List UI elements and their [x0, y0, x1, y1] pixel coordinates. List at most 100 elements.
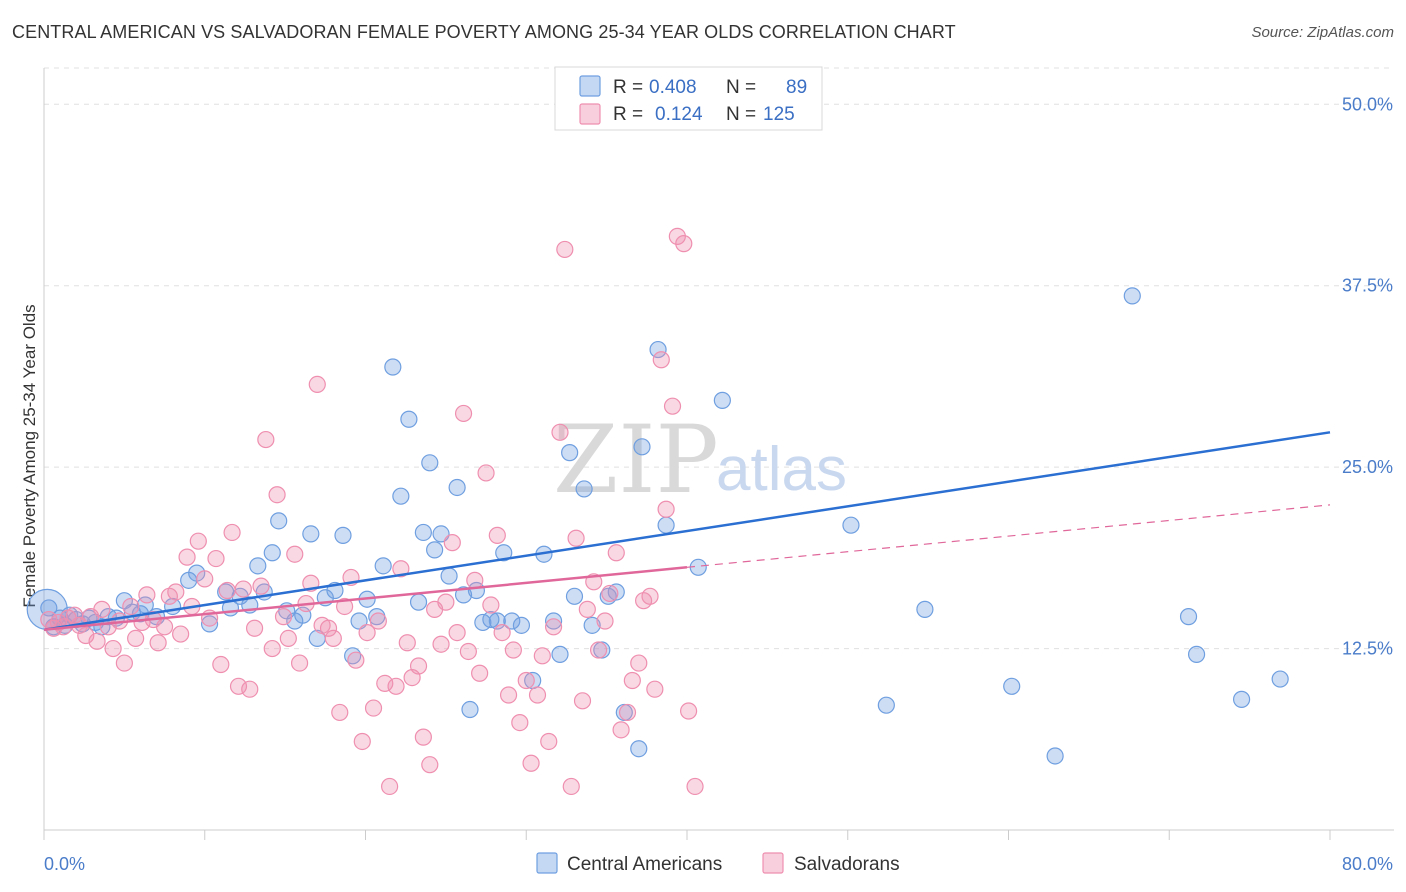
data-point: [567, 529, 585, 547]
bottom-legend-label-central: Central Americans: [567, 854, 722, 875]
data-point: [257, 430, 275, 449]
salvadorans-points: [40, 227, 704, 796]
data-point: [612, 721, 630, 739]
legend-r-label-central: R =: [613, 77, 643, 98]
data-point: [459, 642, 477, 661]
data-point: [583, 616, 601, 634]
data-point: [1046, 747, 1064, 765]
data-point: [504, 641, 522, 659]
data-point: [573, 692, 592, 710]
data-point: [544, 612, 563, 630]
data-point: [364, 699, 383, 717]
data-point: [432, 525, 450, 543]
data-point: [334, 526, 352, 544]
data-point: [663, 397, 682, 415]
data-point: [641, 587, 659, 605]
correlation-legend: R = 0.408 N = 89 R = 0.124 N = 125: [554, 66, 823, 131]
data-point: [245, 619, 264, 637]
data-point: [252, 577, 270, 595]
data-point: [461, 700, 479, 719]
data-point: [646, 680, 664, 698]
data-point: [466, 571, 484, 589]
data-point: [249, 557, 267, 575]
data-point: [155, 618, 174, 636]
watermark-zip: ZIP: [553, 406, 719, 515]
data-point: [1179, 608, 1198, 626]
data-point: [274, 608, 293, 626]
legend-n-label-central: N =: [726, 77, 756, 98]
data-point: [495, 544, 513, 562]
data-point: [178, 548, 196, 566]
data-point: [599, 587, 617, 605]
data-point: [482, 596, 500, 614]
data-point: [503, 612, 521, 630]
data-point: [649, 340, 667, 359]
data-point: [358, 624, 376, 642]
legend-r-value-central: 0.408: [649, 77, 697, 98]
data-point: [387, 677, 405, 695]
legend-swatch-central: [579, 75, 601, 97]
data-point: [414, 523, 432, 542]
data-point: [414, 728, 432, 746]
data-point: [499, 686, 518, 704]
data-point: [551, 645, 569, 663]
data-point: [630, 654, 648, 672]
data-point: [448, 624, 466, 642]
legend-swatch-salvadoran: [579, 103, 601, 125]
data-point: [1232, 690, 1251, 708]
data-point: [432, 635, 450, 653]
data-point: [398, 634, 416, 652]
data-point: [1123, 287, 1141, 305]
data-point: [686, 777, 704, 796]
data-point: [93, 600, 111, 618]
data-point: [488, 526, 506, 544]
data-point: [200, 615, 219, 633]
data-point: [493, 624, 511, 642]
y-axis-title: Female Poverty Among 25-34 Year Olds: [20, 304, 39, 607]
data-point: [448, 478, 466, 497]
trend-line-salvadoran: [43, 566, 688, 631]
data-point: [440, 567, 458, 585]
data-point: [189, 532, 207, 550]
data-point: [575, 480, 593, 498]
data-point: [353, 732, 371, 751]
y-tick-label: 37.5%: [1342, 276, 1393, 296]
data-point: [127, 629, 145, 648]
data-point: [302, 525, 320, 543]
data-point: [308, 375, 326, 394]
data-point: [657, 516, 675, 534]
x-tick-label-min: 0.0%: [44, 854, 85, 874]
data-point: [279, 629, 297, 648]
data-point: [347, 651, 365, 669]
data-point: [618, 703, 637, 722]
data-point: [1003, 677, 1021, 695]
data-point: [601, 584, 619, 603]
data-point: [115, 592, 133, 610]
data-point: [384, 358, 402, 376]
y-tick-label: 50.0%: [1342, 94, 1393, 114]
legend-n-value-central: 89: [786, 77, 807, 98]
data-point: [229, 677, 248, 695]
x-ticks: [43, 830, 1331, 840]
data-point: [409, 593, 428, 611]
data-point: [223, 523, 241, 542]
data-point: [218, 581, 236, 600]
data-point: [88, 632, 106, 650]
data-point: [421, 756, 439, 774]
data-point: [477, 464, 495, 482]
data-point: [234, 580, 252, 598]
chart-title: CENTRAL AMERICAN VS SALVADORAN FEMALE PO…: [12, 22, 956, 42]
data-point: [842, 516, 860, 534]
data-point: [196, 570, 214, 588]
data-point: [562, 777, 580, 796]
data-point: [381, 777, 399, 796]
data-point: [369, 612, 387, 630]
data-point: [263, 544, 281, 562]
data-point: [426, 541, 444, 559]
data-point: [544, 618, 563, 636]
data-point: [877, 696, 895, 714]
data-point: [630, 740, 648, 758]
data-point: [374, 557, 392, 575]
data-point: [454, 404, 473, 423]
